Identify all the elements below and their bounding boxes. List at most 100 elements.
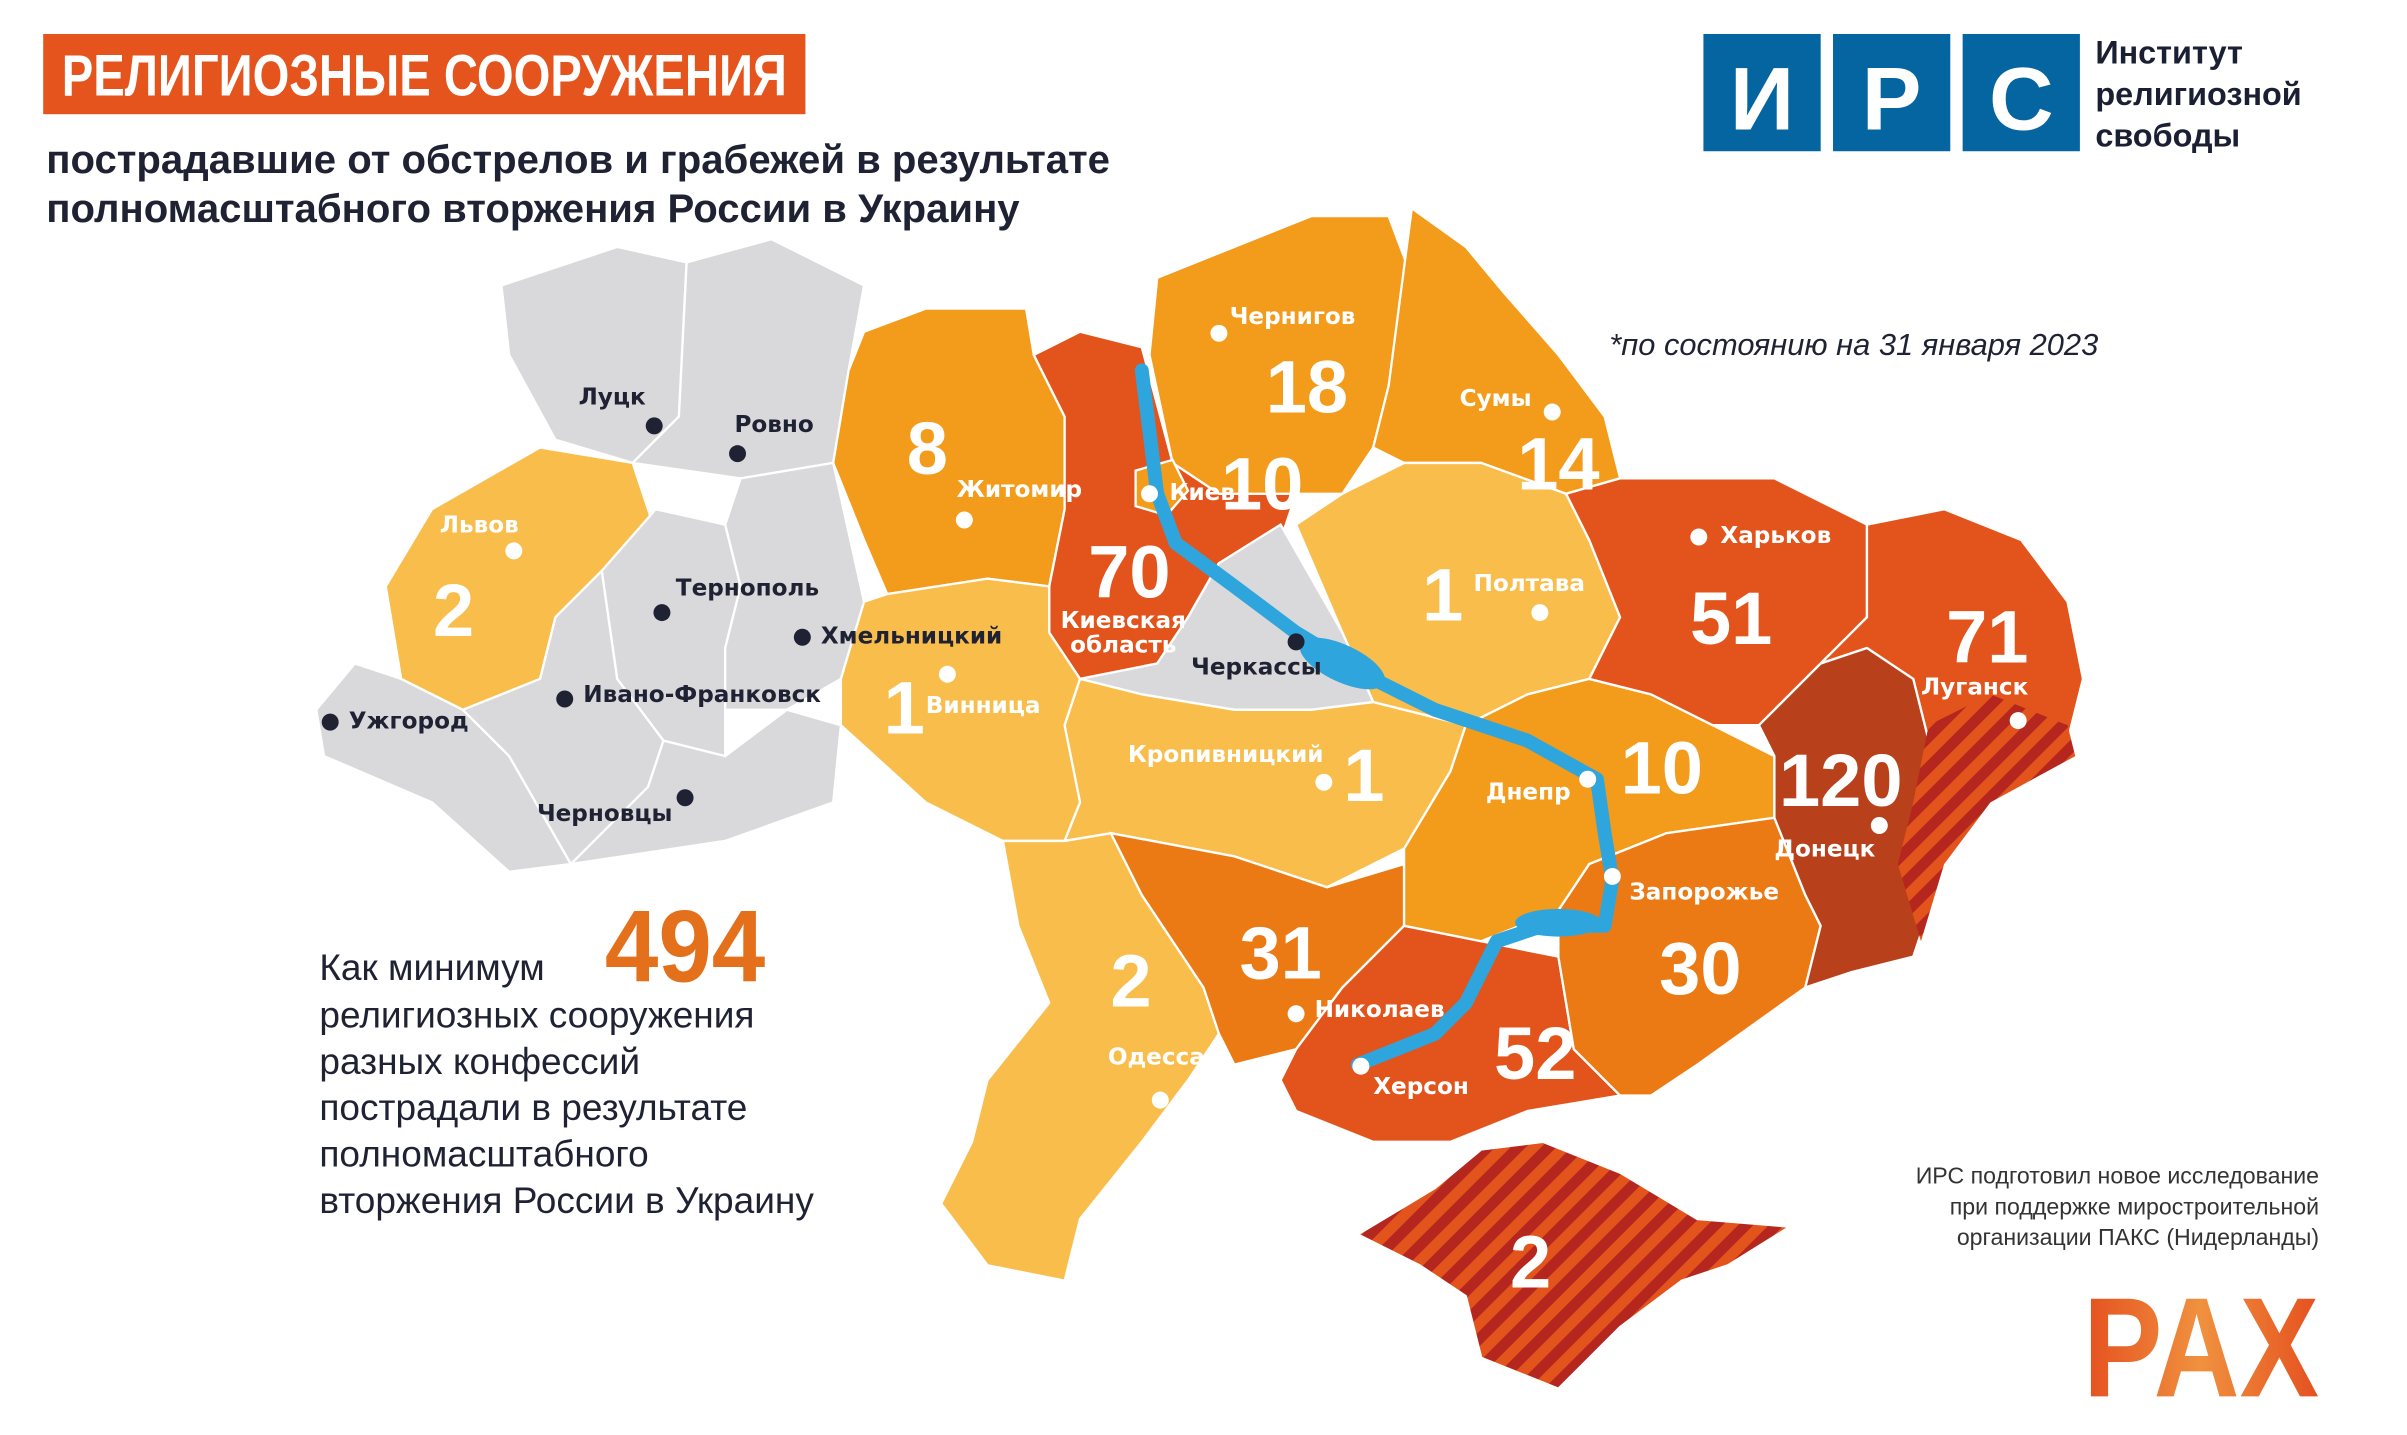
region-value-chernihiv: 18 <box>1266 345 1348 428</box>
region-value-kharkiv: 51 <box>1690 577 1772 660</box>
city-label-mykolaiv: Николаев <box>1315 997 1445 1023</box>
subtitle-line-2: полномасштабного вторжения России в Укра… <box>46 187 1020 231</box>
city-dot-odesa <box>1151 1091 1169 1109</box>
city-label-ternopil: Тернополь <box>676 576 819 602</box>
summary-prefix: Как минимум <box>319 946 544 988</box>
city-dot-kyiv <box>1141 485 1158 503</box>
region-value-kirovohrad: 1 <box>1343 734 1384 817</box>
city-label-cherkasy: Черкассы <box>1191 654 1322 680</box>
city-dot-kherson <box>1352 1057 1370 1075</box>
city-label-dnipro: Днепр <box>1486 779 1571 805</box>
city-label-kropyvnytskyi: Кропивницкий <box>1128 742 1324 768</box>
city-label-chernihiv: Чернигов <box>1230 304 1356 330</box>
city-label-donetsk: Донецк <box>1774 836 1875 862</box>
region-zakarpattia[interactable] <box>315 662 573 874</box>
date-note: *по состоянию на 31 января 2023 <box>1609 327 2098 362</box>
kyiv-oblast-label: область <box>1070 633 1176 659</box>
irs-logo: И Р С Институт религиозной свободы <box>1703 33 2302 154</box>
city-dot-kharkiv <box>1690 528 1708 546</box>
summary-line: религиозных сооружения <box>319 994 754 1036</box>
city-label-chernivtsi: Черновцы <box>537 801 672 827</box>
city-dot-chernivtsi <box>676 789 694 807</box>
city-dot-mykolaiv <box>1287 1005 1305 1023</box>
page-title: РЕЛИГИОЗНЫЕ СООРУЖЕНИЯ <box>62 44 787 109</box>
region-value-odesa: 2 <box>1110 939 1151 1022</box>
city-label-rivne: Ровно <box>734 412 813 438</box>
region-crimea[interactable] <box>1355 1140 1794 1391</box>
city-dot-vinnytsia <box>938 665 956 683</box>
city-label-poltava: Полтава <box>1474 571 1585 597</box>
city-dot-lviv <box>505 542 523 560</box>
dnipro-river <box>1134 363 1620 1072</box>
credits-line: ИРС подготовил новое исследование <box>1916 1162 2319 1188</box>
city-dot-cherkasy <box>1287 633 1305 651</box>
city-dot-zhytomyr <box>955 511 973 529</box>
region-value-kyiv-oblast: 70 <box>1088 531 1170 614</box>
city-label-zaporizhzhia: Запорожье <box>1629 880 1779 906</box>
kremenchuk-reservoir <box>1299 637 1386 690</box>
summary-line: разных конфессий <box>319 1040 640 1082</box>
city-label-vinnytsia: Винница <box>926 693 1041 719</box>
subtitle-line-1: пострадавшие от обстрелов и грабежей в р… <box>46 138 1110 182</box>
ukraine-map: 2 8 70 10 18 14 1 1 1 2 31 52 10 30 51 71 120 2 Киевскаяоб… <box>315 206 2085 1391</box>
city-label-lutsk: Луцк <box>579 384 646 410</box>
city-dot-donetsk <box>1870 817 1888 834</box>
region-value-kherson: 52 <box>1494 1012 1576 1095</box>
region-value-donetsk: 120 <box>1779 739 1903 822</box>
city-label-zhytomyr: Житомир <box>957 477 1082 503</box>
city-dot-dnipro <box>1579 770 1597 788</box>
summary-line: полномасштабного <box>319 1132 648 1174</box>
city-dot-ivano-frankivsk <box>556 690 574 708</box>
irs-logo-letter: И <box>1730 49 1794 149</box>
region-value-zhytomyr: 8 <box>907 407 948 490</box>
region-value-dnipro: 10 <box>1621 727 1703 810</box>
city-label-odesa: Одесса <box>1108 1045 1205 1071</box>
city-label-kyiv: Киев <box>1170 480 1235 506</box>
pax-logo: PAX <box>2083 1268 2319 1427</box>
city-dot-kropyvnytskyi <box>1315 773 1333 791</box>
city-dot-zaporizhzhia <box>1603 867 1621 885</box>
city-label-luhansk: Луганск <box>1921 674 2029 700</box>
region-chernivtsi[interactable] <box>567 708 843 866</box>
city-label-sumy: Сумы <box>1460 386 1532 412</box>
city-dot-uzhhorod <box>321 713 339 731</box>
city-dot-rivne <box>729 445 747 463</box>
summary-line: вторжения России в Украину <box>319 1179 814 1221</box>
city-dot-khmelnytskyi <box>793 628 811 646</box>
city-label-ivano-frankivsk: Ивано-Франковск <box>583 682 821 708</box>
irs-logo-text: Институт <box>2095 34 2243 70</box>
region-value-zaporizhzhia: 30 <box>1659 927 1741 1010</box>
credits-line: при поддержке миростроительной <box>1950 1193 2319 1219</box>
region-value-sumy: 14 <box>1517 423 1599 506</box>
irs-logo-letter: Р <box>1862 49 1922 149</box>
summary-line: пострадали в результате <box>319 1086 747 1128</box>
kakhovka-reservoir <box>1515 908 1602 937</box>
region-donetsk[interactable] <box>1757 646 1992 990</box>
city-label-lviv: Львов <box>440 512 519 538</box>
city-dot-lutsk <box>645 417 663 435</box>
city-dot-poltava <box>1531 604 1549 622</box>
credits-line: организации ПАКС (Нидерланды) <box>1957 1224 2319 1250</box>
occupied-area-east <box>1897 694 2076 942</box>
city-dot-ternopil <box>653 604 671 622</box>
title-background <box>43 33 806 115</box>
city-dot-chernihiv <box>1210 324 1228 342</box>
city-label-kherson: Херсон <box>1373 1074 1469 1100</box>
kyiv-oblast-label: Киевская <box>1061 608 1186 634</box>
region-value-mykolaiv: 31 <box>1239 912 1321 995</box>
city-dot-sumy <box>1543 403 1561 421</box>
region-value-crimea: 2 <box>1510 1220 1551 1303</box>
region-value-poltava: 1 <box>1422 554 1463 637</box>
region-value-vinnytsia: 1 <box>884 666 925 749</box>
region-khmelnytskyi[interactable] <box>723 461 866 711</box>
region-zhytomyr[interactable] <box>831 307 1066 596</box>
irs-logo-text: религиозной <box>2095 76 2301 112</box>
irs-logo-text: свободы <box>2095 118 2240 154</box>
city-label-khmelnytskyi: Хмельницкий <box>821 623 1002 649</box>
region-value-luhansk: 71 <box>1946 595 2028 678</box>
city-label-kharkiv: Харьков <box>1720 523 1831 549</box>
region-value-lviv: 2 <box>433 569 474 652</box>
irs-logo-letter: С <box>1989 49 2054 149</box>
city-dot-luhansk <box>2009 712 2027 730</box>
